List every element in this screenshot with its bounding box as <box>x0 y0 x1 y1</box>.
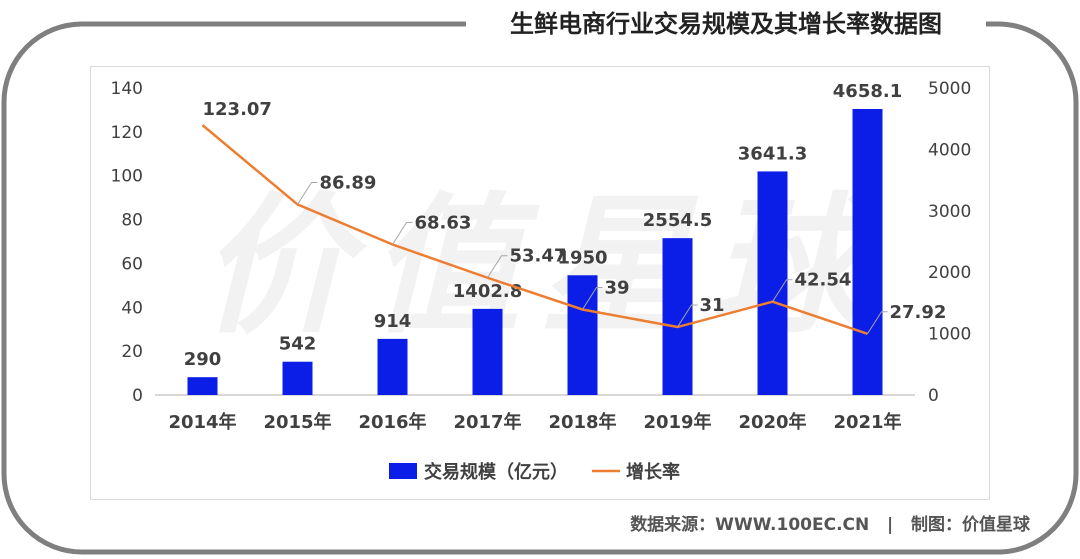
y-left-tick-label: 120 <box>111 123 143 143</box>
line-data-label: 123.07 <box>203 99 272 120</box>
x-tick-label: 2019年 <box>643 411 711 433</box>
y-left-tick-label: 140 <box>111 79 143 99</box>
bar-data-label: 3641.3 <box>738 143 807 164</box>
bar <box>187 377 218 395</box>
line-label-leader <box>392 222 413 245</box>
bar-data-label: 1402.8 <box>453 281 522 302</box>
line-data-label: 39 <box>605 277 630 298</box>
legend-bar-label: 交易规模（亿元） <box>424 461 568 483</box>
line-data-label: 53.47 <box>510 246 567 267</box>
bar <box>852 108 883 395</box>
line-label-leader <box>487 255 508 279</box>
footer-source: 数据来源：WWW.100EC.CN <box>630 515 870 535</box>
y-left-tick-label: 60 <box>121 254 143 274</box>
bar <box>377 338 408 395</box>
line-data-label: 27.92 <box>890 302 947 323</box>
line-data-label: 42.54 <box>795 270 852 291</box>
x-tick-label: 2017年 <box>453 411 521 433</box>
y-right-tick-label: 2000 <box>928 263 971 283</box>
y-right-tick-label: 5000 <box>928 79 971 99</box>
bar-data-label: 914 <box>374 311 412 332</box>
x-tick-label: 2014年 <box>168 411 236 433</box>
bar <box>662 238 693 395</box>
chart-title: 生鲜电商行业交易规模及其增长率数据图 <box>466 4 986 44</box>
bar-data-label: 4658.1 <box>833 81 902 102</box>
growth-line <box>201 124 868 335</box>
x-tick-label: 2021年 <box>833 411 901 433</box>
bar <box>567 275 598 395</box>
bar-data-label: 542 <box>279 334 317 355</box>
x-tick-label: 2016年 <box>358 411 426 433</box>
line-data-label: 86.89 <box>320 172 377 193</box>
x-tick-label: 2018年 <box>548 411 616 433</box>
y-left-tick-label: 20 <box>121 342 143 362</box>
bar <box>282 361 313 395</box>
bar <box>757 171 788 395</box>
legend-line-label: 增长率 <box>626 461 680 483</box>
line-data-label: 68.63 <box>415 213 472 234</box>
y-right-tick-label: 3000 <box>928 202 971 222</box>
bar-data-label: 290 <box>184 349 222 370</box>
y-left-tick-label: 0 <box>132 386 143 406</box>
y-left-tick-label: 40 <box>121 298 143 318</box>
legend-bar-swatch <box>389 463 417 479</box>
line-label-leader <box>582 286 603 310</box>
y-right-tick-label: 4000 <box>928 140 971 160</box>
x-tick-label: 2020年 <box>738 411 806 433</box>
bar-data-label: 2554.5 <box>643 210 712 231</box>
footer: 数据来源：WWW.100EC.CN | 制图：价值星球 <box>510 508 1030 542</box>
line-data-label: 31 <box>700 295 725 316</box>
footer-separator: | <box>887 515 894 535</box>
bar-data-label: 1950 <box>557 247 607 268</box>
y-right-tick-label: 1000 <box>928 325 971 345</box>
line-label-leader <box>677 304 698 328</box>
line-label-leader <box>772 279 793 302</box>
chart-area <box>90 66 990 500</box>
line-label-leader <box>297 181 318 205</box>
bar <box>472 308 503 395</box>
footer-maker: 制图：价值星球 <box>911 515 1030 535</box>
y-left-tick-label: 80 <box>121 211 143 231</box>
line-label-leader <box>867 311 888 335</box>
y-left-tick-label: 100 <box>111 167 143 187</box>
x-tick-label: 2015年 <box>263 411 331 433</box>
y-right-tick-label: 0 <box>928 386 939 406</box>
